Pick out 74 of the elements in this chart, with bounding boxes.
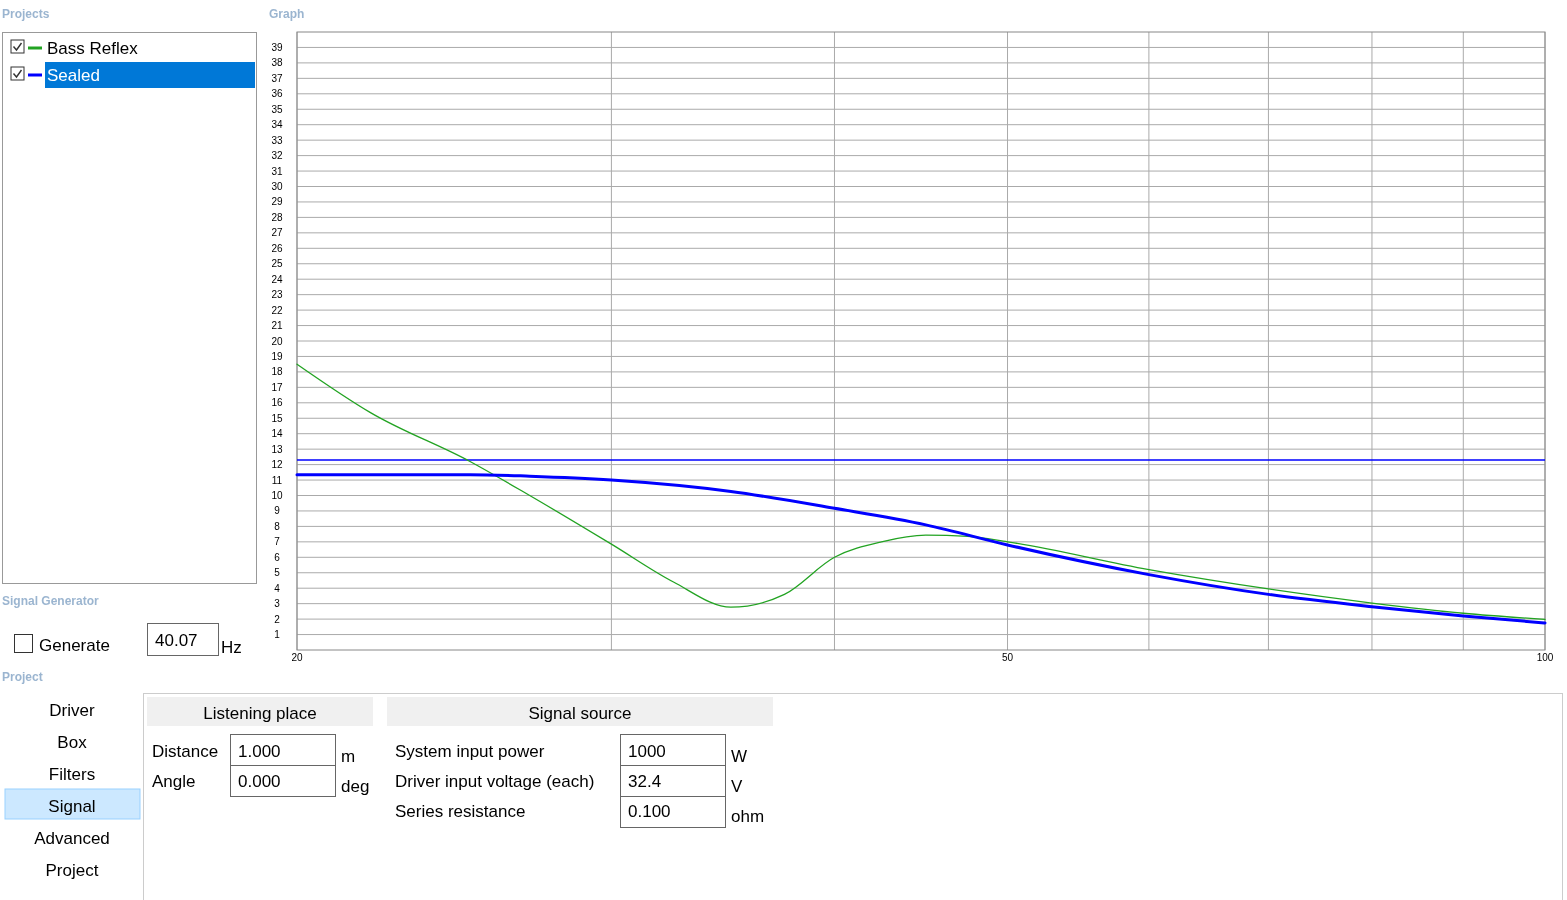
text: Listening place (203, 704, 317, 723)
y-tick-label: 35 (271, 103, 283, 115)
y-tick-label: 11 (271, 474, 283, 486)
y-tick-label: 32 (271, 150, 283, 162)
text: Advanced (34, 829, 110, 848)
y-tick-label: 20 (271, 335, 283, 347)
text: Angle (152, 772, 196, 791)
y-tick-label: 3 (274, 598, 281, 610)
text: Driver (49, 701, 95, 720)
y-tick-label: 37 (271, 72, 283, 84)
text: Graph (269, 7, 305, 21)
y-tick-label: 2 (274, 613, 281, 625)
y-tick-label: 31 (271, 165, 283, 177)
y-tick-label: 18 (271, 366, 283, 378)
text: Hz (221, 638, 242, 657)
y-tick-label: 4 (274, 582, 281, 594)
text: 32.4 (628, 772, 662, 791)
y-tick-label: 6 (274, 551, 281, 563)
y-tick-label: 5 (274, 567, 281, 579)
y-tick-label: 26 (271, 242, 283, 254)
y-tick-label: 14 (271, 428, 283, 440)
y-tick-label: 28 (271, 211, 283, 223)
y-tick-label: 23 (271, 289, 283, 301)
text: Distance (152, 742, 219, 761)
y-tick-label: 13 (271, 443, 283, 455)
y-tick-label: 15 (271, 412, 283, 424)
text: W (731, 747, 748, 766)
text: Box (57, 733, 88, 752)
text: m (341, 747, 356, 766)
y-tick-label: 36 (271, 88, 283, 100)
y-tick-label: 17 (271, 381, 283, 393)
y-tick-label: 29 (271, 196, 283, 208)
y-tick-label: 1 (274, 629, 281, 641)
text: Driver input voltage (each) (395, 772, 595, 791)
y-tick-label: 33 (271, 134, 283, 146)
text: Signal Generator (2, 594, 100, 608)
y-tick-label: 38 (271, 57, 283, 69)
text: deg (341, 777, 370, 796)
y-tick-label: 39 (271, 41, 283, 53)
y-tick-label: 22 (271, 304, 283, 316)
y-tick-label: 9 (274, 505, 281, 517)
y-tick-label: 16 (271, 397, 283, 409)
text: Signal (48, 797, 96, 816)
text: Filters (48, 765, 96, 784)
legend-label: Sealed (47, 66, 100, 85)
text: 0.000 (238, 772, 281, 791)
text: Project (45, 861, 99, 880)
x-tick-label: 100 (1536, 652, 1554, 663)
y-tick-label: 30 (271, 181, 283, 192)
y-tick-label: 24 (271, 273, 283, 285)
text: 0.100 (628, 802, 671, 821)
text: 1.000 (238, 742, 281, 761)
text: Signal source (528, 704, 632, 723)
y-tick-label: 10 (271, 490, 283, 501)
text: Projects (2, 7, 50, 21)
y-tick-label: 8 (274, 520, 281, 532)
y-tick-label: 7 (274, 536, 281, 548)
text: ohm (731, 807, 765, 826)
text: 40.07 (155, 631, 198, 650)
text: Generate (39, 636, 110, 655)
y-tick-label: 21 (271, 320, 283, 332)
y-tick-label: 34 (271, 119, 283, 131)
y-tick-label: 19 (271, 350, 283, 362)
text: Project (2, 670, 43, 684)
legend-label: Bass Reflex (47, 39, 139, 58)
text: System input power (395, 742, 545, 761)
y-tick-label: 27 (271, 227, 283, 239)
text: 1000 (628, 742, 666, 761)
y-tick-label: 25 (271, 258, 283, 270)
x-tick-label: 50 (1001, 652, 1014, 663)
text: Series resistance (395, 802, 526, 821)
x-tick-label: 20 (291, 652, 303, 663)
text: V (731, 777, 743, 796)
y-tick-label: 12 (271, 459, 283, 471)
